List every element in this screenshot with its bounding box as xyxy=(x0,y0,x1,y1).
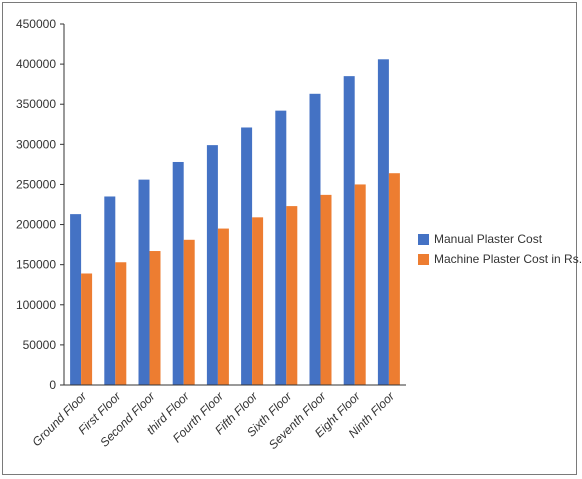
y-tick-label: 450000 xyxy=(16,17,56,31)
y-tick-label: 250000 xyxy=(16,177,56,191)
y-tick-label: 300000 xyxy=(16,137,56,151)
chart-legend: Manual Plaster Cost Machine Plaster Cost… xyxy=(418,229,582,269)
bar-manual xyxy=(138,179,150,385)
bar-machine xyxy=(320,194,332,385)
bar-manual xyxy=(377,59,389,385)
y-tick-label: 200000 xyxy=(16,218,56,232)
legend-label-manual: Manual Plaster Cost xyxy=(434,232,543,246)
x-tick-label: Ground Floor xyxy=(29,389,90,450)
y-tick-label: 100000 xyxy=(16,298,56,312)
bar-machine xyxy=(217,228,229,385)
bar-manual xyxy=(343,76,355,386)
bar-machine xyxy=(115,262,127,385)
bar-machine xyxy=(354,184,366,385)
bar-machine xyxy=(183,239,195,385)
bar-machine xyxy=(286,206,298,385)
bar-machine xyxy=(388,173,400,385)
bar-manual xyxy=(309,93,321,385)
legend-swatch-machine xyxy=(418,253,429,265)
bar-machine xyxy=(81,273,93,385)
bar-manual xyxy=(70,214,82,385)
bar-machine xyxy=(252,217,264,385)
bar-manual xyxy=(104,196,116,385)
bar-manual xyxy=(172,161,184,385)
legend-item-manual: Manual Plaster Cost xyxy=(418,229,582,249)
bar-manual xyxy=(275,110,287,385)
legend-swatch-manual xyxy=(418,233,429,245)
bar-manual xyxy=(206,145,218,385)
bar-manual xyxy=(241,127,253,385)
y-tick-label: 350000 xyxy=(16,97,56,111)
legend-item-machine: Machine Plaster Cost in Rs. xyxy=(418,249,582,269)
legend-label-machine: Machine Plaster Cost in Rs. xyxy=(434,252,582,266)
y-tick-label: 50000 xyxy=(23,338,57,352)
y-tick-label: 150000 xyxy=(16,258,56,272)
bar-machine xyxy=(149,251,161,385)
y-tick-label: 400000 xyxy=(16,57,56,71)
y-tick-label: 0 xyxy=(49,378,56,392)
